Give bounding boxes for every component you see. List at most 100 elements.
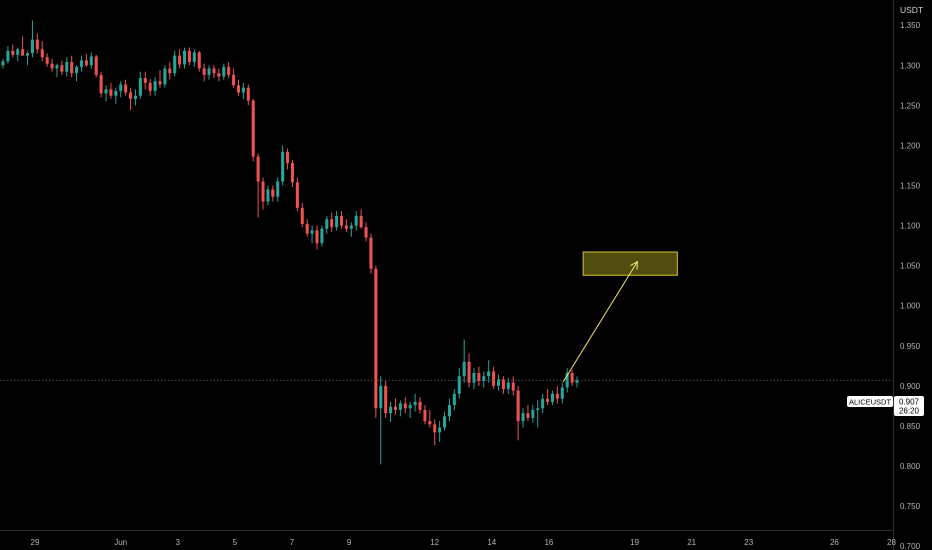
candle-body	[6, 50, 10, 62]
time-tick-label: 29	[31, 538, 40, 547]
candle-body	[477, 373, 481, 382]
candle-body	[75, 66, 79, 74]
candle	[462, 339, 466, 383]
candle	[70, 55, 74, 78]
candle	[369, 233, 373, 274]
time-tick-label: 14	[487, 538, 496, 547]
candle-body	[335, 215, 339, 228]
candle	[124, 79, 128, 96]
candle	[418, 397, 422, 414]
symbol-label: ALICEUSDT	[849, 398, 892, 407]
candle	[21, 36, 25, 56]
last-price-marker: ALICEUSDT 0.907 26:20	[847, 396, 924, 416]
time-tick-label: 9	[347, 538, 352, 547]
candle-body	[541, 398, 545, 409]
candle-body	[379, 385, 383, 409]
candle	[109, 82, 113, 99]
candle	[251, 98, 255, 162]
candle-body	[364, 227, 368, 238]
candle	[99, 71, 103, 98]
candle-body	[178, 55, 182, 65]
target-zone-rectangle[interactable]	[582, 251, 678, 276]
candle	[153, 77, 157, 96]
candle	[290, 159, 294, 188]
candle-body	[536, 408, 540, 410]
candle-body	[89, 56, 93, 66]
candle-body	[492, 371, 496, 386]
candle-body	[50, 63, 54, 69]
candle-body	[550, 393, 554, 402]
candle	[526, 405, 530, 422]
candle-body	[138, 78, 142, 96]
candle-body	[236, 85, 241, 93]
price-tick-label: 1.000	[900, 302, 921, 311]
candle-body	[570, 373, 574, 383]
price-axis[interactable]: 1.5501.5001.4501.4001.3501.3001.2501.200…	[900, 0, 921, 550]
candle	[35, 33, 39, 54]
candle	[89, 52, 93, 69]
candle	[173, 50, 177, 77]
candle-body	[560, 387, 564, 399]
candle-body	[241, 87, 245, 93]
candle	[295, 177, 299, 212]
time-tick-label: 7	[290, 538, 295, 547]
drawings-layer[interactable]	[0, 251, 893, 383]
candle-body	[349, 225, 353, 229]
candle-body	[187, 50, 191, 63]
candle-body	[403, 403, 407, 409]
candle	[300, 203, 304, 228]
candle	[438, 421, 442, 442]
candle	[433, 419, 437, 446]
candle	[94, 54, 98, 78]
time-axis[interactable]: 29 Jun 3 5 7 9 12 14 16 19 21 23 26 28	[31, 538, 897, 547]
candle-body	[462, 361, 466, 377]
candle-body	[384, 385, 388, 414]
candle	[11, 44, 15, 58]
candle	[207, 65, 211, 80]
projection-arrow-line[interactable]	[562, 261, 638, 383]
price-tick-label: 0.700	[900, 542, 921, 550]
candle	[286, 148, 290, 170]
candle	[310, 225, 314, 244]
price-tick-label: 1.250	[900, 101, 921, 110]
candle-body	[398, 403, 402, 410]
currency-label: USDT	[900, 5, 923, 15]
candle	[138, 71, 142, 99]
candle-body	[158, 81, 162, 85]
candle	[487, 360, 491, 383]
time-tick-label: 3	[176, 538, 181, 547]
time-tick-label: 28	[887, 538, 896, 547]
candle-body	[212, 68, 216, 74]
candle-body	[369, 237, 373, 269]
candle	[413, 393, 417, 412]
candle	[276, 177, 280, 202]
candle	[349, 222, 353, 237]
candle-body	[374, 268, 378, 409]
candle-body	[114, 90, 118, 96]
candle	[6, 46, 10, 64]
candle-body	[452, 393, 456, 406]
candle-body	[511, 382, 515, 391]
candle-body	[526, 413, 530, 418]
candle-body	[60, 65, 64, 72]
candle-body	[354, 215, 358, 226]
candle	[119, 81, 123, 98]
candle-body	[99, 74, 103, 94]
candle	[472, 368, 476, 390]
candle	[236, 79, 241, 96]
candle-body	[575, 380, 579, 383]
candle-body	[251, 100, 255, 157]
candle-body	[418, 401, 422, 410]
candle	[492, 366, 496, 390]
time-tick-label: 5	[233, 538, 238, 547]
candle	[266, 185, 270, 206]
candle-body	[339, 215, 344, 226]
candle	[511, 376, 515, 396]
price-tick-label: 0.850	[900, 422, 921, 431]
candle-body	[261, 181, 265, 202]
candle-body	[286, 151, 290, 164]
last-price-value: 0.907	[899, 398, 920, 407]
candle	[281, 145, 285, 186]
candle-body	[163, 68, 167, 85]
